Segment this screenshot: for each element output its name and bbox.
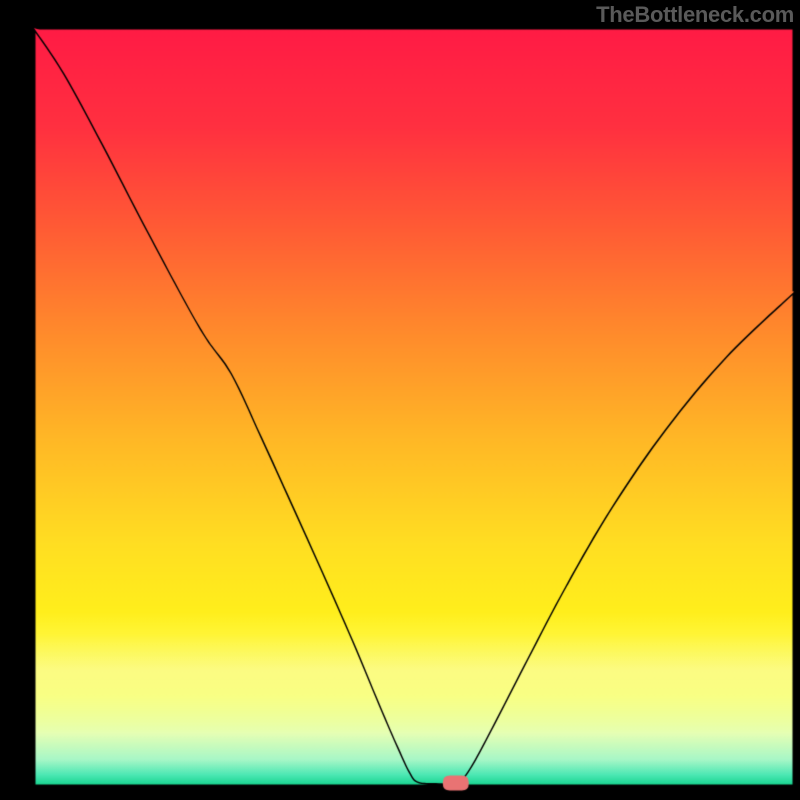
chart-container: TheBottleneck.com (0, 0, 800, 800)
attribution-watermark: TheBottleneck.com (596, 2, 794, 28)
bottleneck-chart-canvas (0, 0, 800, 800)
